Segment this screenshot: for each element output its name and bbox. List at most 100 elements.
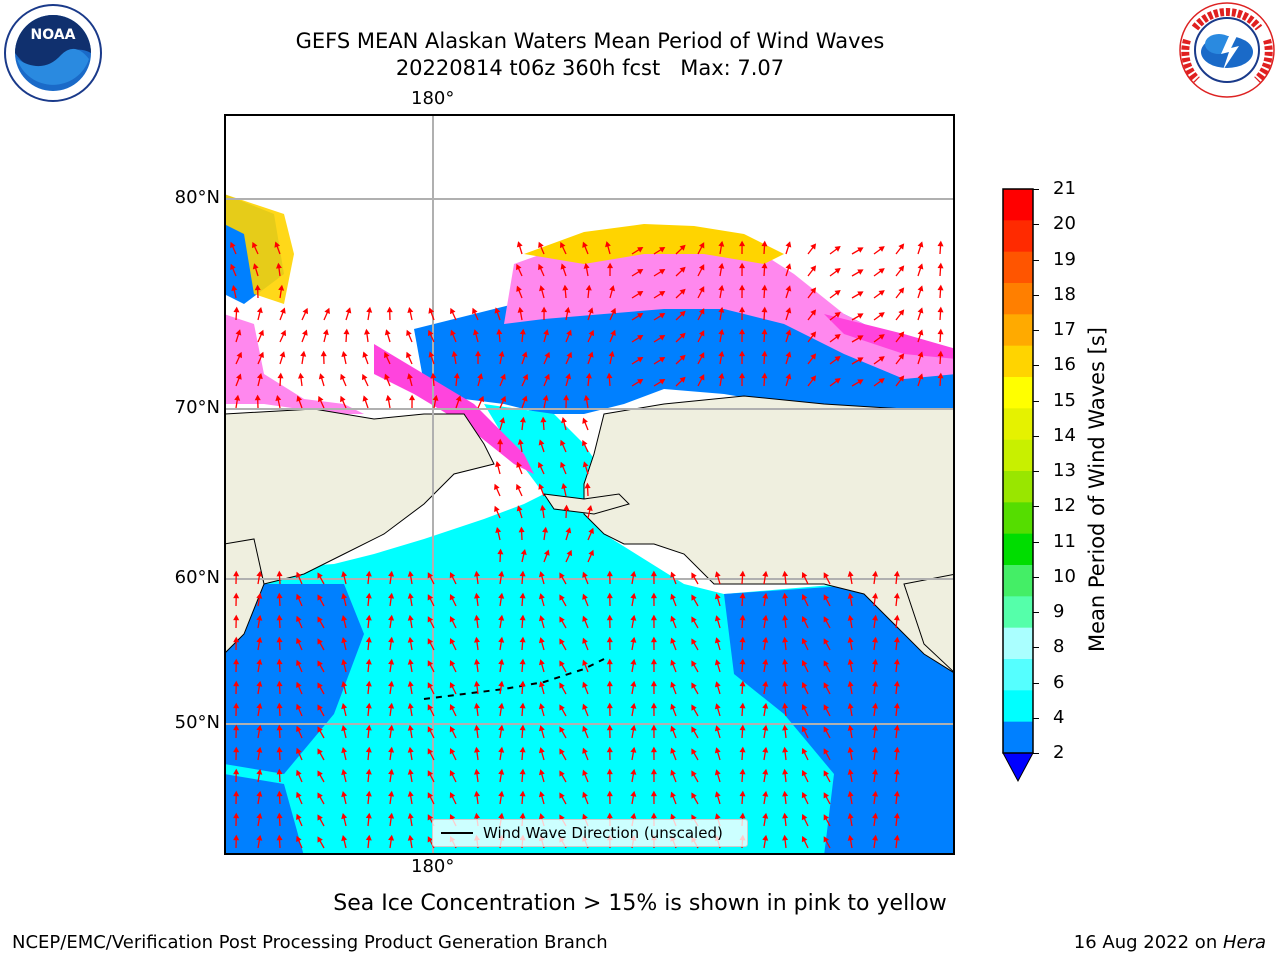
wind-wave-arrow-head: [406, 351, 412, 359]
wind-wave-arrow-head: [762, 790, 769, 797]
wind-wave-arrow-head: [847, 614, 854, 621]
wind-wave-arrow-head: [341, 571, 348, 578]
colorbar-tick-mark: [1033, 576, 1039, 578]
wind-wave-arrow-head: [498, 570, 505, 577]
wind-wave-arrow-head: [893, 724, 900, 731]
wind-wave-arrow-head: [498, 680, 505, 687]
wind-wave-arrow-head: [233, 790, 240, 797]
wind-wave-arrow-head: [801, 747, 808, 755]
wind-wave-arrow-head: [582, 725, 588, 732]
wind-wave-arrow-head: [898, 353, 905, 360]
wind-wave-arrow-head: [324, 307, 330, 315]
wind-wave-arrow-head: [542, 526, 549, 533]
wind-wave-arrow-head: [407, 306, 414, 313]
wind-wave-arrow-head: [650, 658, 657, 665]
wind-wave-arrow-head: [718, 350, 725, 357]
wind-wave-arrow-head: [428, 307, 435, 314]
wind-wave-arrow-head: [630, 702, 637, 709]
wind-wave-arrow-head: [782, 592, 789, 599]
wind-wave-arrow-head: [937, 306, 944, 313]
wind-wave-arrow-head: [782, 680, 789, 687]
colorbar: [1002, 188, 1034, 783]
wind-wave-arrow-head: [785, 285, 792, 292]
wind-wave-arrow-head: [474, 636, 480, 643]
wind-wave-arrow-head: [565, 527, 572, 534]
wind-wave-arrow-head: [519, 328, 526, 335]
wind-wave-arrow-head: [235, 329, 242, 336]
wind-wave-arrow-head: [847, 812, 854, 819]
colorbar-tick-label: 15: [1053, 389, 1076, 411]
wind-wave-arrow-head: [473, 329, 479, 336]
wind-wave-arrow-head: [823, 572, 829, 579]
colorbar-tick-label: 12: [1053, 495, 1076, 517]
wind-wave-arrow-head: [670, 571, 676, 578]
wind-wave-arrow-head: [449, 594, 456, 601]
wind-wave-arrow-head: [588, 329, 595, 337]
wind-wave-arrow-head: [761, 306, 768, 313]
wind-wave-arrow-head: [582, 659, 588, 666]
wind-wave-arrow-head: [937, 284, 944, 291]
wind-wave-arrow-head: [872, 790, 879, 797]
wind-wave-arrow-head: [762, 680, 769, 687]
wind-wave-arrow-head: [427, 836, 434, 843]
wind-wave-arrow-head: [254, 394, 261, 401]
wind-wave-arrow-head: [276, 702, 283, 709]
wind-wave-arrow-head: [341, 615, 348, 622]
wind-wave-arrow-head: [388, 834, 395, 841]
wind-wave-arrow-head: [296, 747, 302, 755]
wind-wave-arrow-head: [519, 746, 526, 753]
wind-wave-arrow-head: [898, 265, 905, 272]
wind-wave-arrow-head: [823, 770, 829, 777]
wind-wave-arrow-head: [630, 570, 637, 577]
wind-wave-arrow-head: [236, 351, 243, 359]
wind-wave-arrow-head: [847, 592, 854, 599]
wind-wave-arrow-head: [388, 812, 395, 819]
wind-wave-arrow-head: [782, 812, 789, 819]
wind-wave-arrow-head: [630, 768, 637, 775]
colorbar-tick-label: 19: [1053, 248, 1076, 270]
wind-wave-arrow-head: [519, 680, 526, 687]
wind-wave-arrow-head: [714, 791, 721, 798]
wind-wave-arrow-head: [739, 350, 746, 357]
wind-wave-arrow-head: [538, 483, 545, 490]
wind-wave-arrow-head: [365, 570, 372, 577]
wind-wave-arrow-head: [430, 372, 437, 379]
wind-wave-arrow-head: [834, 268, 841, 274]
svg-text:NOAA: NOAA: [31, 27, 76, 43]
wind-wave-arrow-head: [497, 548, 504, 555]
wind-wave-arrow-head: [582, 241, 588, 248]
wind-wave-arrow-head: [296, 791, 302, 799]
wind-wave-arrow-head: [230, 241, 236, 249]
wind-wave-arrow-head: [630, 614, 637, 621]
wind-wave-arrow-head: [691, 594, 697, 601]
wind-wave-arrow-head: [280, 307, 286, 314]
wind-wave-arrow-head: [691, 682, 697, 689]
wind-wave-arrow-head: [340, 373, 346, 380]
noaa-logo-icon: NOAA: [4, 4, 102, 102]
wind-wave-arrow-head: [364, 328, 370, 335]
wind-wave-arrow-head: [670, 637, 676, 644]
wind-wave-arrow-head: [878, 290, 885, 296]
wind-wave-arrow-head: [898, 243, 905, 250]
wind-wave-arrow-head: [582, 813, 588, 820]
wind-wave-arrow-head: [650, 680, 657, 687]
colorbar-segment: [1003, 283, 1033, 315]
wind-wave-arrow-head: [449, 814, 456, 821]
wind-wave-arrow-head: [298, 372, 304, 379]
wind-wave-arrow-head: [560, 461, 566, 469]
wind-wave-arrow-head: [847, 790, 854, 797]
wind-wave-arrow-head: [384, 373, 390, 380]
colorbar-tick-label: 21: [1053, 178, 1076, 199]
wind-wave-arrow-head: [606, 570, 613, 577]
wind-wave-arrow-head: [606, 636, 613, 643]
wind-wave-arrow-head: [801, 813, 808, 821]
wind-wave-arrow-head: [317, 572, 323, 579]
wind-wave-arrow-head: [898, 287, 905, 294]
wind-wave-arrow-head: [539, 504, 546, 511]
wind-wave-arrow-head: [519, 636, 526, 643]
wind-wave-arrow-head: [538, 263, 544, 271]
wind-wave-arrow-head: [609, 285, 616, 292]
colorbar-segment: [1003, 533, 1033, 566]
wind-wave-arrow-head: [519, 768, 526, 775]
wind-wave-arrow-head: [761, 284, 768, 291]
